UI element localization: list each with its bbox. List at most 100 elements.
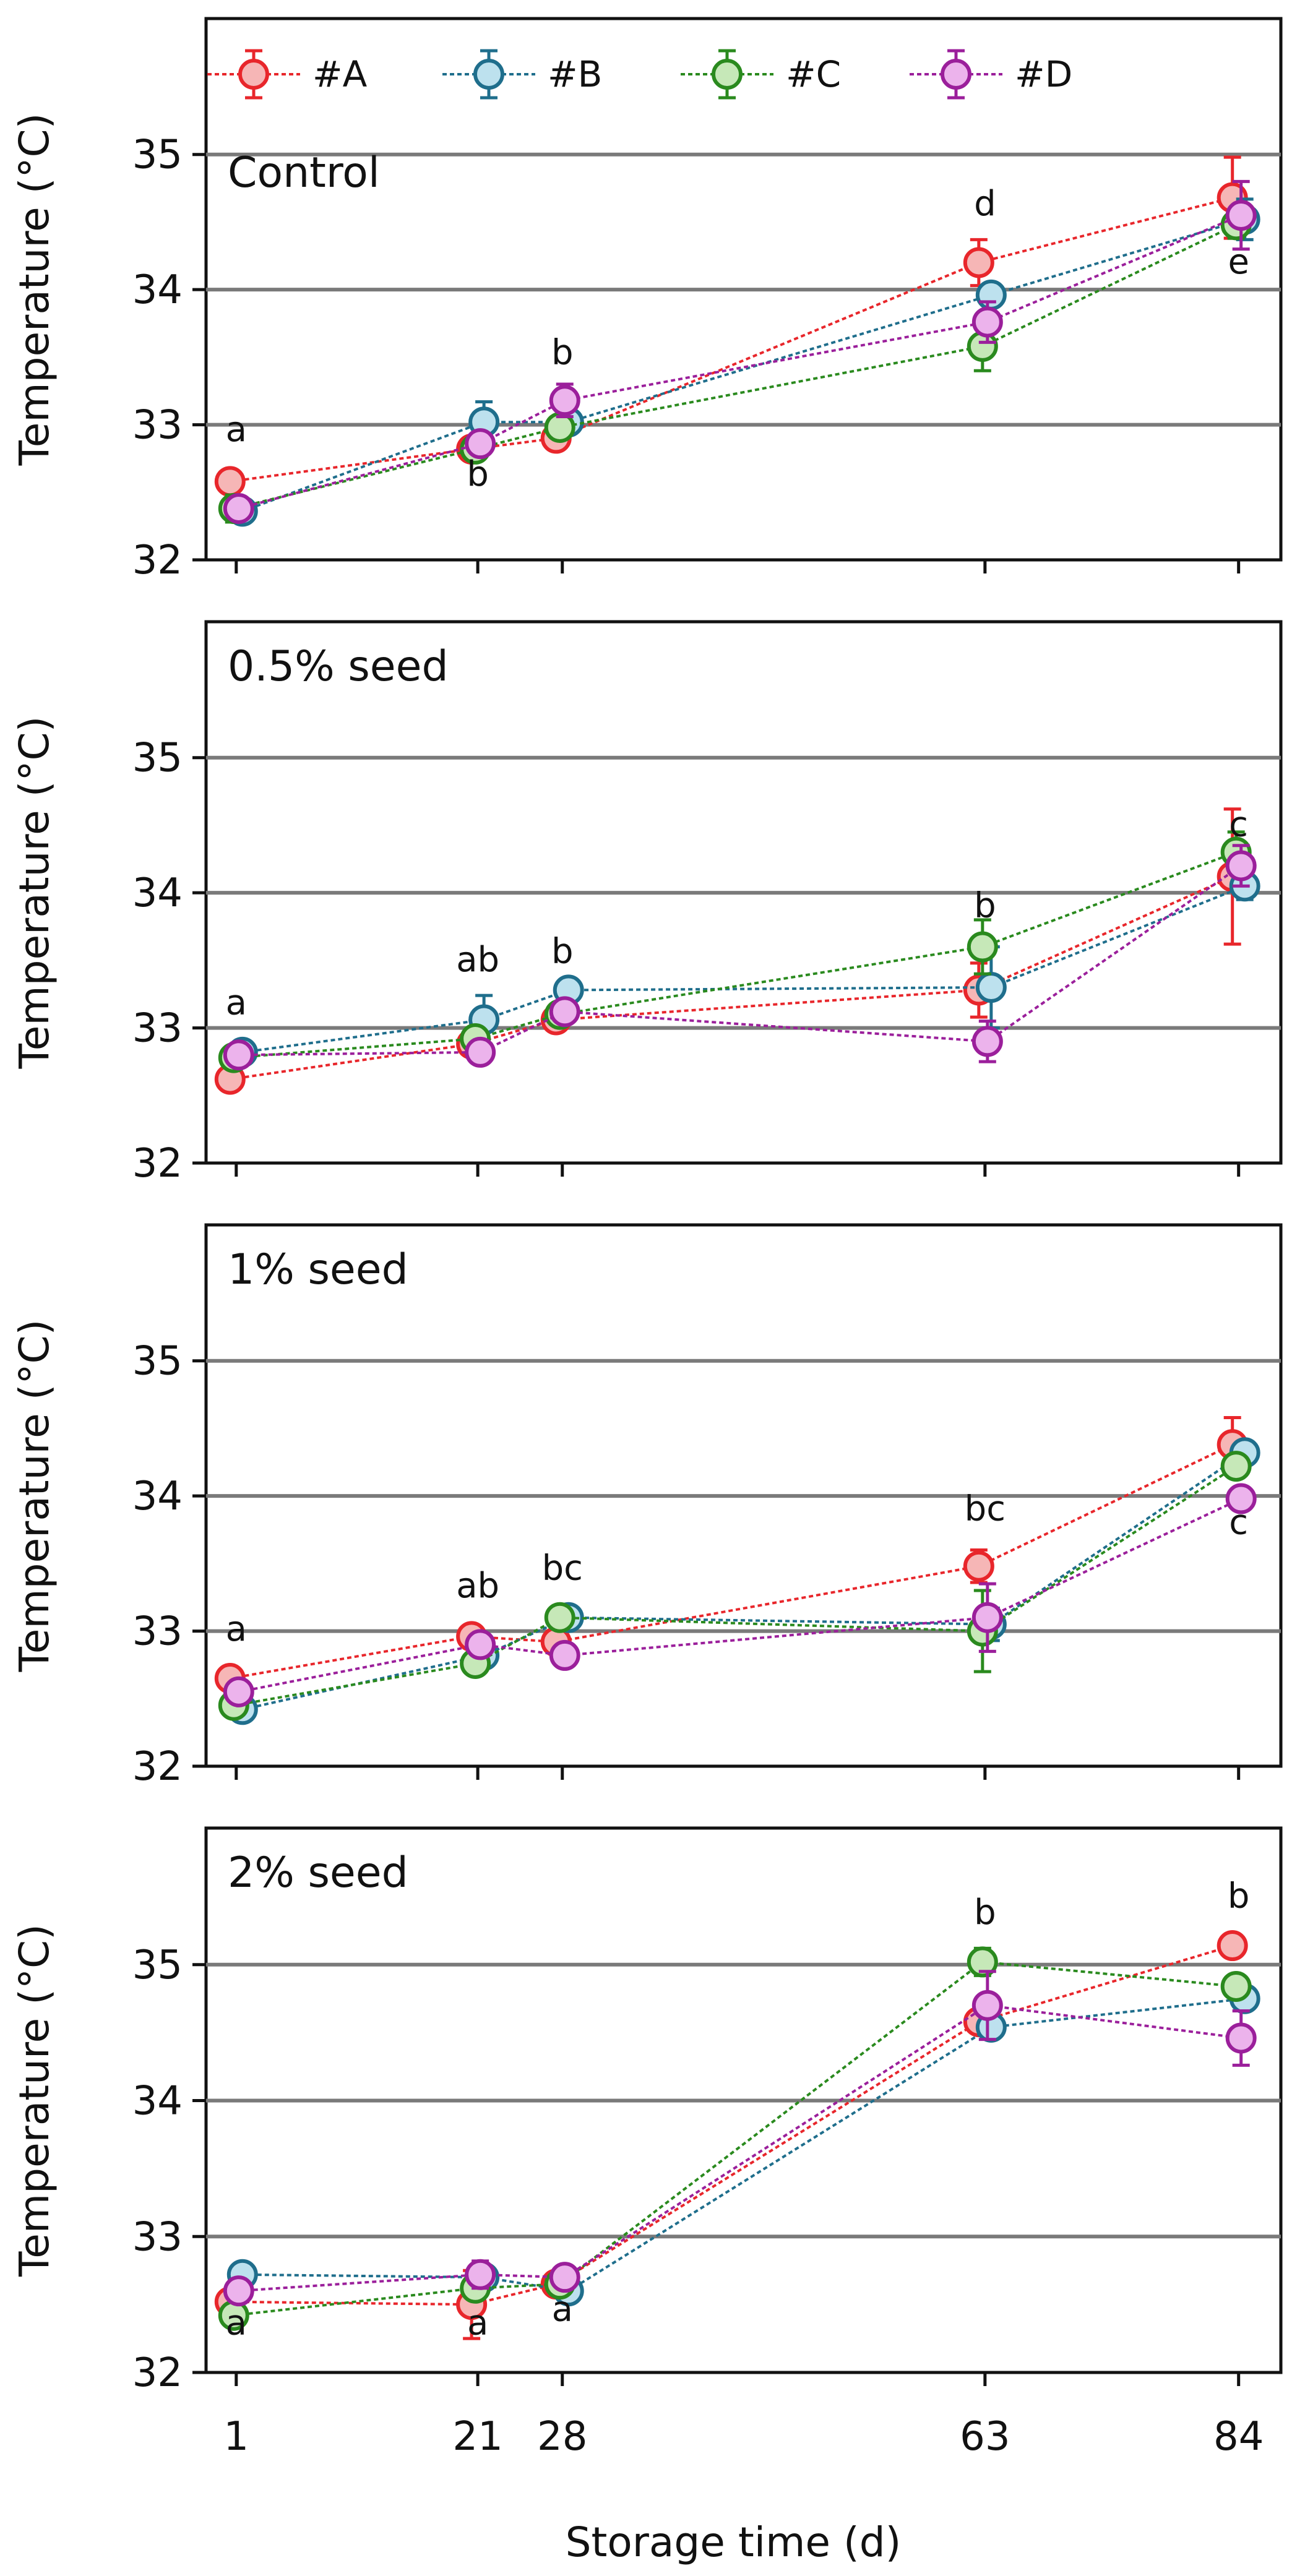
x-tick-label: 28 [537,2414,587,2460]
data-point [549,1639,580,1671]
panel-1: 32 33 34 35 Temperature (°C) Control a b b d e [11,17,1283,583]
legend-label: #C [786,53,841,95]
y-tick-label: 35 [132,1339,183,1385]
y-tick-label: 34 [132,1474,183,1519]
x-tick-label: 21 [452,2414,502,2460]
panel-2: 32 33 34 35 Temperature (°C) 0.5% seed a ab b b c [11,620,1283,1187]
data-point [465,2259,496,2290]
y-tick-label: 35 [132,132,183,178]
data-point [1225,2022,1257,2054]
significance-label: ab [456,1566,499,1606]
data-point [544,1602,575,1633]
y-tick-label: 32 [132,538,183,583]
y-axis-title: Temperature (°C) [11,1320,58,1673]
y-tick-label: 33 [132,1006,183,1052]
y-axis-title: Temperature (°C) [11,113,58,466]
series-d [223,1970,1257,2307]
significance-label: c [1229,804,1248,844]
legend-entry-d: #D [910,49,1072,100]
significance-label: a [467,2303,488,2343]
data-point [967,1946,998,1978]
significance-label: a [226,983,247,1023]
data-point [465,1036,496,1068]
data-point [214,466,246,497]
significance-label: b [467,454,489,494]
data-point [223,1676,254,1707]
legend-label: #A [312,53,368,95]
data-point [549,996,580,1028]
data-point [1225,200,1257,231]
y-tick-label: 34 [132,2079,183,2124]
x-axis: 1 21 28 63 84 [223,2414,1264,2460]
y-axis-title: Temperature (°C) [11,1924,58,2277]
series-line [238,1497,1242,1693]
legend-label: #D [1015,53,1072,95]
legend-marker [473,59,504,90]
y-axis-title: Temperature (°C) [11,716,58,1070]
significance-label: a [226,2303,247,2343]
legend-entry-c: #C [681,49,841,100]
y-tick-label: 34 [132,870,183,916]
data-point [967,330,998,362]
data-point [963,1550,994,1582]
significance-label: b [551,932,574,972]
y-tick-label: 34 [132,267,183,313]
y-tick-label: 33 [132,403,183,449]
panel-3: 32 33 34 35 Temperature (°C) 1% seed a ab bc bc c [11,1223,1283,1790]
data-point [223,493,254,524]
significance-label: a [226,1609,247,1649]
legend: #A #B #C #D [207,49,1072,100]
significance-label: b [551,332,574,372]
series-line [242,1451,1246,1711]
data-point [1225,850,1257,882]
significance-label: bc [965,1488,1006,1529]
significance-label: a [226,410,247,450]
y-tick-label: 32 [132,2350,183,2396]
legend-marker [712,59,743,90]
data-point [975,972,1007,1003]
significance-label: bc [542,1548,583,1589]
data-point [549,385,580,416]
panel-label: 0.5% seed [228,642,449,691]
data-point [971,1990,1003,2021]
y-tick-label: 32 [132,1141,183,1187]
series-line [230,875,1233,1081]
series-line [238,2004,1241,2293]
legend-marker [941,59,971,90]
data-point [465,1629,496,1660]
data-point [1220,1970,1252,2002]
legend-marker [238,59,269,90]
data-point [971,1026,1003,1057]
y-tick-label: 33 [132,2214,183,2260]
data-point [1220,1451,1252,1482]
legend-entry-a: #A [207,49,368,100]
significance-label: c [1229,1502,1248,1542]
panel-label: 2% seed [228,1848,408,1897]
significance-label: b [974,1892,996,1933]
data-point [963,247,994,278]
data-point [971,1602,1003,1633]
legend-entry-b: #B [442,49,602,100]
data-point [223,1039,254,1071]
significance-label: ab [456,940,499,980]
series-d [223,179,1257,524]
x-tick-label: 1 [223,2414,249,2460]
y-tick-label: 32 [132,1744,183,1790]
x-tick-label: 84 [1213,2414,1264,2460]
significance-label: d [974,184,996,224]
data-point [971,306,1003,338]
data-point [465,428,496,460]
significance-label: b [1228,1876,1250,1917]
series-d [223,844,1257,1071]
legend-label: #B [548,53,602,95]
panel-4: 32 33 34 35 Temperature (°C) 2% seed a a a b b [11,1826,1283,2396]
y-tick-label: 35 [132,1943,183,1988]
data-point [1217,1930,1248,1962]
series-d [223,1483,1257,1707]
data-point [975,279,1007,311]
y-tick-label: 35 [132,736,183,781]
panel-label: Control [228,148,380,197]
y-tick-label: 33 [132,1609,183,1655]
